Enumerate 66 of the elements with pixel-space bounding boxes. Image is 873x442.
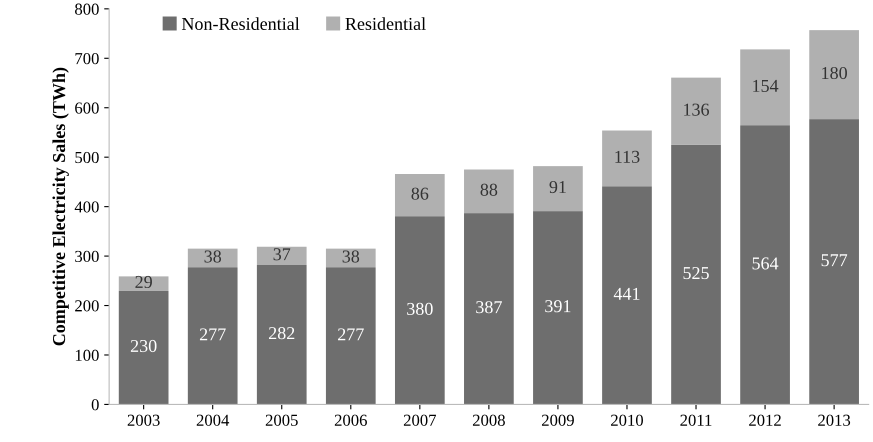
data-label: 564 <box>752 257 778 270</box>
bar <box>809 30 859 120</box>
x-tick-label: 2003 <box>128 414 160 426</box>
x-tick-label: 2012 <box>749 414 781 426</box>
bar <box>464 213 514 404</box>
x-tick-label: 2005 <box>266 414 298 426</box>
data-label: 387 <box>476 301 502 314</box>
x-tick-label: 2008 <box>472 414 505 426</box>
data-label: 37 <box>274 248 290 260</box>
data-label: 38 <box>342 250 360 263</box>
bar <box>394 216 445 404</box>
data-label: 113 <box>615 150 640 163</box>
y-tick-label: 800 <box>75 4 99 15</box>
bar <box>602 186 652 404</box>
x-tick-label: 2009 <box>542 414 574 426</box>
data-label: 441 <box>614 288 640 300</box>
y-tick-label: 100 <box>76 350 99 361</box>
bar <box>533 166 583 212</box>
data-label: 136 <box>684 104 710 116</box>
data-label: 86 <box>411 188 428 200</box>
data-label: 277 <box>338 328 364 340</box>
y-tick-label: 400 <box>74 201 99 213</box>
bar <box>809 119 859 404</box>
legend-label: Non-Residential <box>182 17 300 30</box>
data-label: 29 <box>135 276 152 288</box>
bar <box>740 49 790 126</box>
bar <box>671 144 721 404</box>
data-label: 180 <box>822 66 847 80</box>
x-tick-label: 2004 <box>196 414 230 426</box>
bar <box>256 246 307 265</box>
bar <box>464 170 514 214</box>
y-tick-label: 700 <box>76 52 99 64</box>
y-tick-label: 200 <box>75 300 99 312</box>
x-tick-label: 2011 <box>680 414 712 426</box>
x-tick-label: 2013 <box>818 414 850 426</box>
y-tick-label: 500 <box>75 152 99 164</box>
y-tick-label: 300 <box>75 250 99 262</box>
data-label: 380 <box>407 302 433 315</box>
data-label: 525 <box>684 267 709 280</box>
x-tick-label: 2007 <box>404 414 436 426</box>
data-label: 277 <box>200 328 226 340</box>
y-tick-label: 600 <box>75 102 99 114</box>
legend-label: Residential <box>345 17 426 30</box>
y-tick-label: 0 <box>92 399 99 410</box>
bar <box>394 174 445 217</box>
bar <box>188 248 238 268</box>
data-label: 38 <box>204 250 222 263</box>
data-label: 282 <box>268 327 294 340</box>
data-label: 577 <box>822 254 848 266</box>
data-label: 88 <box>480 184 498 196</box>
bar <box>533 211 583 404</box>
bar <box>256 264 307 404</box>
bar <box>740 126 790 404</box>
bar <box>118 290 169 404</box>
bar <box>326 248 376 268</box>
bar <box>602 130 652 186</box>
bar <box>326 267 376 404</box>
data-label: 154 <box>753 80 778 92</box>
x-tick-label: 2006 <box>334 414 367 426</box>
data-label: 230 <box>130 340 156 352</box>
data-label: 391 <box>545 300 570 312</box>
data-label: 91 <box>549 180 566 194</box>
y-axis-title: Competitive Electricity Sales (TWh) <box>52 68 69 346</box>
bar <box>671 78 721 145</box>
x-tick-label: 2010 <box>611 414 644 426</box>
bar <box>188 267 238 404</box>
